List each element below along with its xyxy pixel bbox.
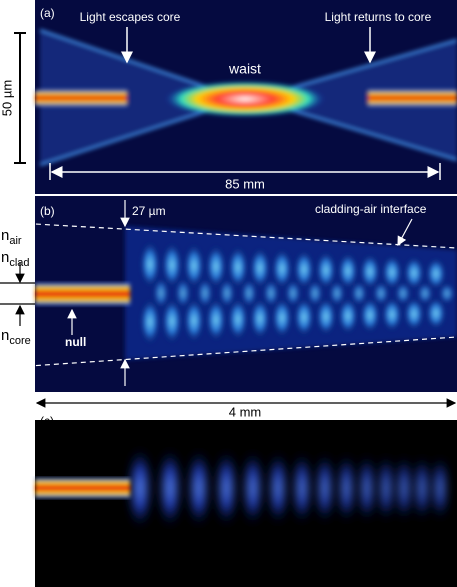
lobe xyxy=(316,251,336,290)
annotation: Light returns to core xyxy=(325,10,432,24)
arrow xyxy=(397,218,413,247)
lobe xyxy=(417,282,433,305)
scale-bar xyxy=(14,32,26,164)
annotation: Light escapes core xyxy=(80,10,181,24)
panel-c-pattern xyxy=(128,446,447,530)
lobe xyxy=(263,279,279,307)
lobe xyxy=(184,243,204,289)
lobe xyxy=(159,446,181,530)
lobe xyxy=(415,454,429,522)
lobe xyxy=(294,249,314,289)
interface-line xyxy=(0,221,457,369)
lobe xyxy=(329,280,345,306)
panel-b-pattern xyxy=(140,240,455,346)
panel-b-core xyxy=(35,283,130,305)
symbol: n xyxy=(1,227,9,244)
lobe xyxy=(175,277,191,309)
lobe xyxy=(219,278,235,308)
index-label: nclad xyxy=(1,249,30,269)
subscript: air xyxy=(9,235,22,247)
lobe xyxy=(162,242,182,288)
lobe xyxy=(250,247,270,289)
index-label: nair xyxy=(1,227,22,247)
lobe xyxy=(307,280,323,307)
panel-label: (a) xyxy=(40,6,55,20)
lobe xyxy=(228,245,248,289)
scale-ticks xyxy=(49,163,441,180)
lobe xyxy=(216,448,237,528)
annotation: cladding-air interface xyxy=(315,202,427,216)
lobe xyxy=(426,257,446,290)
lobe xyxy=(241,279,257,308)
lobe xyxy=(293,450,311,526)
lobe xyxy=(316,451,334,525)
lobe xyxy=(433,455,447,521)
lobe xyxy=(360,297,380,334)
lobe xyxy=(395,281,411,305)
lobe xyxy=(250,297,270,340)
lobe xyxy=(338,297,358,335)
lobe xyxy=(382,254,402,290)
lobe xyxy=(316,297,336,336)
lobe xyxy=(268,450,288,526)
lobe xyxy=(128,446,152,530)
lobe xyxy=(272,248,292,289)
annotation: null xyxy=(65,335,86,349)
lobe xyxy=(197,278,213,309)
symbol: n xyxy=(1,249,9,266)
lobe xyxy=(206,244,226,289)
lobe xyxy=(404,256,424,290)
subscript: clad xyxy=(9,257,29,269)
annotation: waist xyxy=(228,61,261,77)
lobe xyxy=(140,298,160,346)
scale-label: 4 mm xyxy=(229,404,262,419)
lobe xyxy=(162,298,182,345)
core-boundary xyxy=(0,282,35,305)
lobe xyxy=(285,279,301,307)
panel-c-core xyxy=(35,478,130,498)
lobe xyxy=(243,449,263,527)
panel-label: (b) xyxy=(40,204,55,218)
lobe xyxy=(294,297,314,337)
panel-label: (c) xyxy=(40,414,54,428)
lobe xyxy=(338,452,355,524)
lobe xyxy=(272,297,292,338)
lobe xyxy=(379,453,393,523)
lobe xyxy=(140,240,160,288)
lobe xyxy=(206,297,226,342)
lobe xyxy=(338,252,358,290)
index-label: ncore xyxy=(1,327,31,347)
lobe xyxy=(360,253,380,290)
lobe xyxy=(228,297,248,341)
subscript: core xyxy=(9,335,30,347)
lobe xyxy=(373,281,389,306)
lobe xyxy=(188,447,210,529)
lobe xyxy=(404,297,424,331)
annotation: 27 µm xyxy=(132,204,166,218)
lobe xyxy=(351,281,367,306)
scale-label: 85 mm xyxy=(225,176,265,191)
lobe xyxy=(382,297,402,332)
lobe xyxy=(359,452,375,524)
lobe xyxy=(184,298,204,343)
lobe xyxy=(439,282,455,305)
lobe xyxy=(397,453,411,523)
scale-label: 50 µm xyxy=(0,80,14,116)
lobe xyxy=(153,277,169,309)
symbol: n xyxy=(1,327,9,344)
lobe xyxy=(426,297,446,330)
